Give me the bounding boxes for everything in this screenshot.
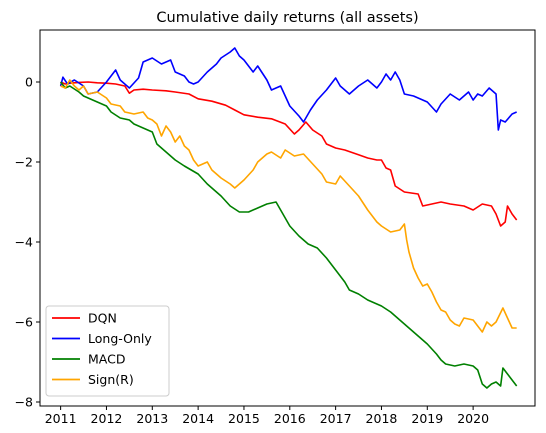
x-axis: 2011 2012 2013 2014 2015 2016 2017 2018 2019 2020 xyxy=(45,406,489,426)
x-tick-label: 2019 xyxy=(411,411,443,426)
x-tick-label: 2012 xyxy=(91,411,123,426)
y-tick-label: −6 xyxy=(15,315,33,330)
legend-label: MACD xyxy=(88,352,125,367)
y-tick-label: −8 xyxy=(15,395,33,410)
y-tick-label: 0 xyxy=(25,75,33,90)
chart-title: Cumulative daily returns (all assets) xyxy=(156,10,418,26)
series-line-macd xyxy=(59,81,518,389)
legend: DQN Long-Only MACD Sign(R) xyxy=(45,305,170,397)
y-tick-label: −4 xyxy=(15,235,33,250)
series-layer xyxy=(59,47,518,389)
y-axis: 0 −2 −4 −6 −8 xyxy=(15,75,40,410)
plot-area-frame xyxy=(39,29,536,407)
y-tick-label: −2 xyxy=(15,155,33,170)
x-tick-label: 2018 xyxy=(366,411,398,426)
series-line-sign-r xyxy=(60,79,517,333)
legend-box xyxy=(45,305,170,397)
legend-label: Long-Only xyxy=(88,331,152,346)
x-tick-label: 2016 xyxy=(274,411,306,426)
x-tick-label: 2013 xyxy=(136,411,168,426)
x-tick-label: 2020 xyxy=(457,411,489,426)
x-tick-label: 2015 xyxy=(228,411,260,426)
series-line-long-only xyxy=(59,47,517,131)
legend-label: Sign(R) xyxy=(88,372,134,387)
x-tick-label: 2011 xyxy=(45,411,77,426)
series-line-dqn xyxy=(60,81,518,227)
legend-label: DQN xyxy=(88,311,117,326)
x-tick-label: 2014 xyxy=(182,411,214,426)
x-tick-label: 2017 xyxy=(320,411,352,426)
